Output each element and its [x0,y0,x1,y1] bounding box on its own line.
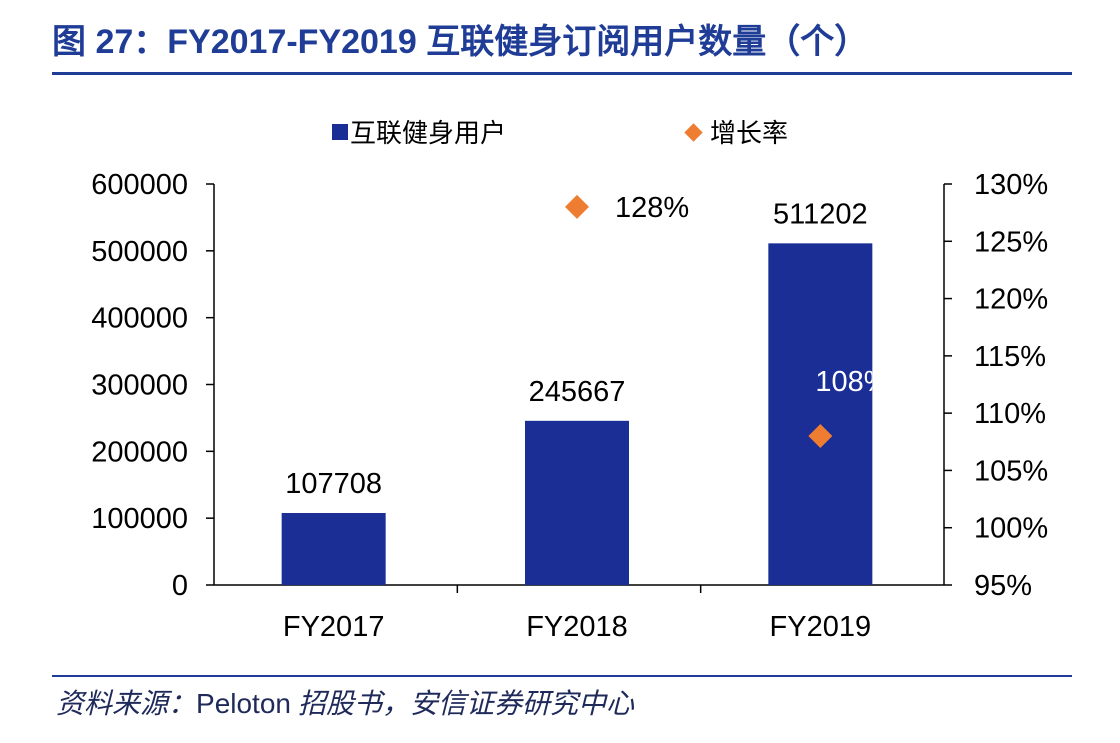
y-right-tick-label: 120% [974,284,1048,316]
bar-value-label: 511202 [773,198,868,230]
y-right-tick-label: 125% [974,226,1048,258]
x-tick-label: FY2018 [526,611,628,643]
growth-value-label: 128% [615,192,689,224]
source-label: 资料来源： [56,689,197,720]
bar-value-label: 107708 [285,468,382,500]
bar-value-label: 245667 [529,376,626,408]
legend-label-growth: 增长率 [710,118,788,148]
bar-FY2019 [768,243,873,585]
y-left-tick-label: 400000 [91,303,188,335]
title-divider [52,72,1072,75]
bar-FY2018 [525,420,629,585]
growth-marker-FY2019 [808,424,833,449]
y-right-tick-label: 130% [974,169,1048,201]
legend-swatch-growth [684,123,703,142]
y-right-tick-label: 105% [974,455,1048,487]
source-detail: 招股书，安信证券研究中心 [290,689,634,720]
y-right-tick-label: 95% [974,570,1032,602]
y-left-tick-label: 200000 [91,436,188,468]
y-right-tick-label: 100% [974,513,1048,545]
legend-label-users: 互联健身用户 [350,118,506,148]
y-left-tick-label: 100000 [91,503,188,535]
x-tick-label: FY2017 [283,611,385,643]
y-left-tick-label: 600000 [91,169,188,201]
footer-divider [52,675,1072,677]
growth-value-label: 108% [815,366,889,398]
source-name: Peloton [196,688,291,719]
chart-title: 图 27：FY2017-FY2019 互联健身订阅用户数量（个） [52,23,869,61]
x-tick-label: FY2019 [770,611,872,643]
legend: 互联健身用户 增长率 [332,118,788,148]
source-note: 资料来源：Peloton 招股书，安信证券研究中心 [56,682,634,722]
bar-FY2017 [281,513,386,585]
growth-marker-FY2018 [565,194,589,219]
y-left-tick-label: 300000 [91,370,188,402]
y-left-tick-label: 500000 [91,236,188,268]
y-left-tick-label: 0 [172,570,188,602]
y-right-tick-label: 115% [974,341,1046,373]
legend-swatch-users [332,124,348,140]
y-right-tick-label: 110% [974,398,1046,430]
